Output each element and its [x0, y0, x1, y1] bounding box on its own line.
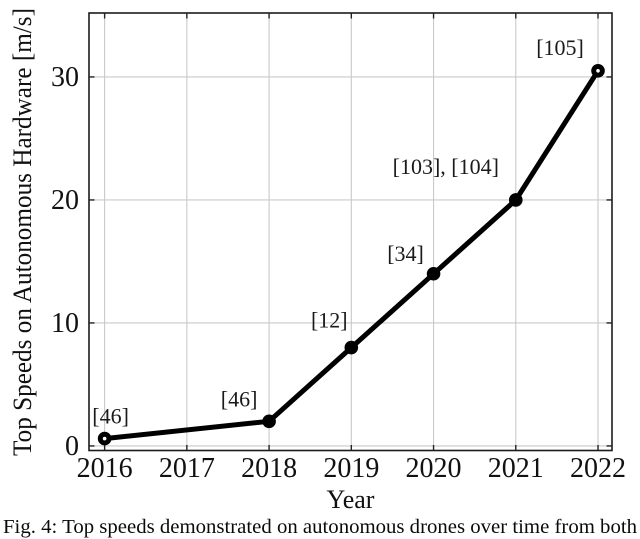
x-tick-labels: 2016 2017 2018 2019 2020 2021 2022 [77, 453, 626, 484]
data-point-center-2016 [102, 436, 107, 441]
x-tick-label-2022: 2022 [570, 453, 626, 484]
x-tick-label-2020: 2020 [406, 453, 462, 484]
y-tick-labels: 0 10 20 30 [51, 62, 79, 462]
y-tick-label-20: 20 [51, 185, 79, 216]
x-tick-label-2016: 2016 [77, 453, 133, 484]
data-point-2020 [426, 266, 441, 281]
gridlines [89, 13, 612, 451]
plot-frame [88, 12, 613, 452]
y-tick-label-0: 0 [65, 431, 79, 462]
y-tick-label-30: 30 [51, 62, 79, 93]
x-tick-label-2021: 2021 [488, 453, 544, 484]
x-axis-label: Year [327, 485, 375, 514]
point-label-2016: [46] [92, 404, 129, 429]
point-label-2019: [12] [311, 308, 348, 333]
x-tick-label-2019: 2019 [323, 453, 379, 484]
point-label-2021: [103], [104] [393, 154, 499, 179]
data-point-center-2022 [596, 69, 600, 73]
data-point-2019 [344, 340, 359, 355]
point-label-2020: [34] [387, 241, 424, 266]
tick-marks [89, 13, 612, 451]
point-label-2022: [105] [536, 35, 584, 60]
y-tick-label-10: 10 [51, 308, 79, 339]
figure-caption: Fig. 4: Top speeds demonstrated on auton… [3, 517, 637, 538]
y-axis-label: Top Speeds on Autonomous Hardware [m/s] [8, 8, 37, 456]
point-label-2018: [46] [221, 386, 258, 411]
speed-series-line [102, 68, 601, 442]
x-tick-label-2017: 2017 [159, 453, 215, 484]
data-point-markers [97, 64, 605, 446]
x-tick-label-2018: 2018 [241, 453, 297, 484]
data-point-2021 [508, 193, 523, 207]
data-point-2018 [262, 414, 276, 429]
citation-point-labels: [46] [46] [12] [34] [103], [104] [105] [92, 35, 584, 429]
